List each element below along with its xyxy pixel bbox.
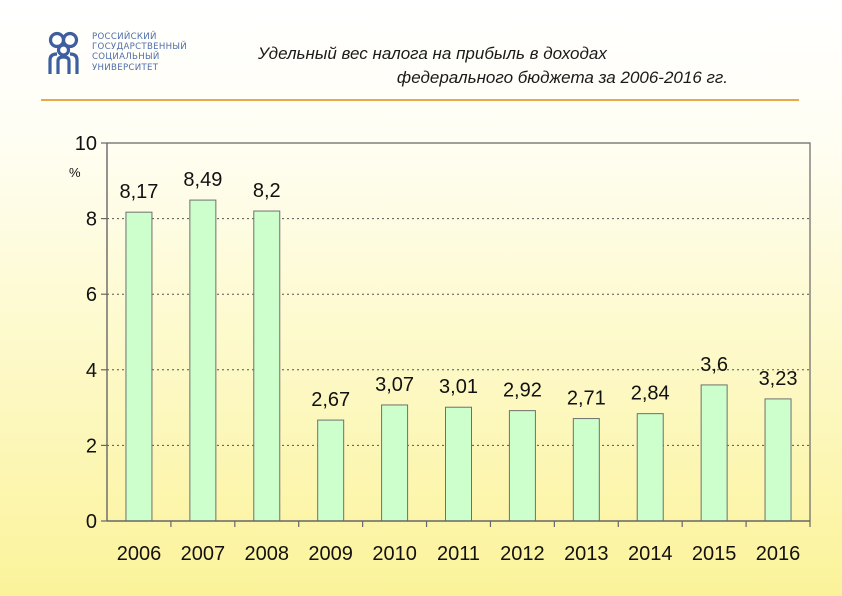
x-tick-label: 2009: [308, 543, 353, 565]
x-tick-label: 2010: [372, 543, 417, 565]
x-tick-label: 2013: [564, 543, 609, 565]
bar: [764, 398, 792, 522]
data-label: 3,23: [759, 368, 798, 390]
y-tick-label: 6: [86, 284, 97, 306]
plot-border: [107, 142, 811, 521]
y-tick-label: 0: [86, 511, 97, 533]
bar: [636, 413, 664, 522]
data-label: 2,67: [311, 389, 350, 411]
university-logo: РОССИЙСКИЙ ГОСУДАРСТВЕННЫЙ СОЦИАЛЬНЫЙ УН…: [46, 30, 196, 80]
x-tick-label: 2008: [245, 543, 290, 565]
bar: [700, 384, 728, 522]
x-tick-label: 2011: [437, 543, 480, 565]
bar: [125, 211, 153, 522]
people-logo-icon: [48, 31, 79, 74]
x-tick-label: 2012: [500, 543, 545, 565]
logo-text: РОССИЙСКИЙ ГОСУДАРСТВЕННЫЙ СОЦИАЛЬНЫЙ УН…: [92, 32, 187, 73]
x-tick-label: 2016: [756, 543, 801, 565]
bar: [572, 418, 600, 522]
data-label: 8,17: [119, 181, 158, 203]
y-tick-label: 8: [86, 209, 97, 231]
bar: [317, 419, 345, 522]
bar: [508, 410, 536, 522]
y-tick-label: 2: [86, 435, 97, 457]
bar: [381, 404, 409, 522]
logo-line: СОЦИАЛЬНЫЙ: [92, 52, 160, 63]
x-tick-label: 2014: [628, 543, 673, 565]
data-label: 3,01: [439, 376, 478, 398]
data-label: 3,07: [375, 374, 414, 396]
data-label: 8,2: [253, 180, 281, 202]
unit-label: %: [69, 165, 81, 180]
x-tick-label: 2007: [181, 543, 226, 565]
data-label: 2,71: [567, 388, 606, 410]
x-tick-label: 2015: [692, 543, 737, 565]
data-label: 2,92: [503, 380, 542, 402]
bar: [445, 406, 472, 522]
logo-line: РОССИЙСКИЙ: [92, 32, 157, 42]
bar: [253, 210, 281, 522]
page-title: Удельный вес налога на прибыль в доходах…: [258, 42, 728, 90]
data-label: 8,49: [183, 169, 222, 191]
title-line-1: Удельный вес налога на прибыль в доходах: [258, 44, 607, 63]
header-divider: [41, 99, 799, 101]
logo-line: ГОСУДАРСТВЕННЫЙ: [92, 42, 188, 53]
y-tick-label: 4: [86, 360, 97, 382]
bar: [189, 199, 217, 522]
data-label: 2,84: [631, 383, 670, 405]
title-line-2: федерального бюджета за 2006-2016 гг.: [396, 68, 728, 87]
x-tick-label: 2006: [117, 543, 162, 565]
logo-line: УНИВЕРСИТЕТ: [92, 62, 159, 73]
data-label: 3,6: [700, 354, 728, 376]
y-tick-label: 10: [75, 133, 97, 155]
